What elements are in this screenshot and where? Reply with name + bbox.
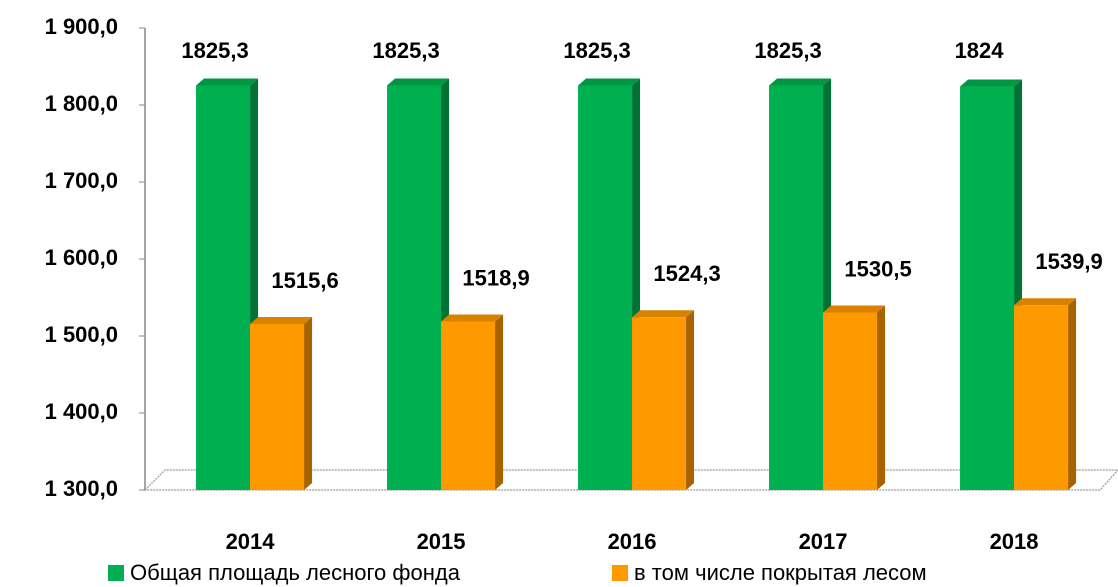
value-label: 1530,5 bbox=[844, 256, 911, 281]
value-label: 1539,9 bbox=[1035, 249, 1102, 274]
value-label: 1515,6 bbox=[271, 268, 338, 293]
value-label: 1825,3 bbox=[181, 38, 248, 63]
bar-front bbox=[441, 321, 496, 490]
legend-swatch bbox=[612, 565, 628, 581]
value-label: 1825,3 bbox=[563, 38, 630, 63]
y-tick-label: 1 300,0 bbox=[45, 476, 118, 501]
x-tick-label: 2016 bbox=[608, 529, 657, 554]
value-label: 1825,3 bbox=[754, 38, 821, 63]
value-label: 1524,3 bbox=[653, 261, 720, 286]
legend-label: в том числе покрытая лесом bbox=[634, 560, 927, 585]
bar bbox=[578, 78, 641, 491]
bar-side bbox=[877, 305, 886, 490]
legend-label: Общая площадь лесного фонда bbox=[130, 560, 461, 585]
value-label: 1825,3 bbox=[372, 38, 439, 63]
y-tick-label: 1 400,0 bbox=[45, 399, 118, 424]
bar-top bbox=[578, 78, 641, 86]
bar-side bbox=[304, 316, 313, 490]
bar bbox=[769, 78, 832, 491]
y-tick-label: 1 500,0 bbox=[45, 322, 118, 347]
bar-top bbox=[1014, 298, 1077, 306]
bar bbox=[387, 78, 450, 491]
bar-front bbox=[250, 323, 305, 490]
bar-top bbox=[823, 305, 886, 313]
bar-side bbox=[686, 310, 695, 490]
bar-top bbox=[387, 78, 450, 86]
bar-top bbox=[769, 78, 832, 86]
value-label: 1518,9 bbox=[462, 265, 529, 290]
y-tick-label: 1 800,0 bbox=[45, 91, 118, 116]
bar bbox=[196, 78, 259, 491]
bar-top bbox=[960, 79, 1023, 87]
bar-top bbox=[632, 310, 695, 318]
x-tick-label: 2015 bbox=[417, 529, 466, 554]
x-tick-label: 2014 bbox=[226, 529, 276, 554]
bar-top bbox=[250, 316, 313, 324]
bar-side bbox=[495, 314, 504, 490]
bar bbox=[250, 316, 313, 490]
bar bbox=[1014, 298, 1077, 490]
x-tick-label: 2017 bbox=[799, 529, 848, 554]
bar bbox=[632, 310, 695, 490]
legend-swatch bbox=[108, 565, 124, 581]
bar-front bbox=[960, 86, 1015, 491]
y-tick-label: 1 900,0 bbox=[45, 14, 118, 39]
bar-side bbox=[1068, 298, 1077, 490]
bar-front bbox=[1014, 305, 1069, 490]
bar-front bbox=[769, 85, 824, 491]
x-tick-label: 2018 bbox=[990, 529, 1039, 554]
bar-front bbox=[387, 85, 442, 491]
bar bbox=[823, 305, 886, 490]
bar bbox=[441, 314, 504, 490]
bar-front bbox=[578, 85, 633, 491]
bar bbox=[960, 79, 1023, 491]
bar-top bbox=[196, 78, 259, 86]
y-tick-label: 1 700,0 bbox=[45, 168, 118, 193]
bar-front bbox=[823, 312, 878, 490]
y-tick-label: 1 600,0 bbox=[45, 245, 118, 270]
bar-top bbox=[441, 314, 504, 322]
bar-front bbox=[632, 317, 687, 490]
value-label: 1824 bbox=[955, 38, 1005, 63]
bar-front bbox=[196, 85, 251, 491]
